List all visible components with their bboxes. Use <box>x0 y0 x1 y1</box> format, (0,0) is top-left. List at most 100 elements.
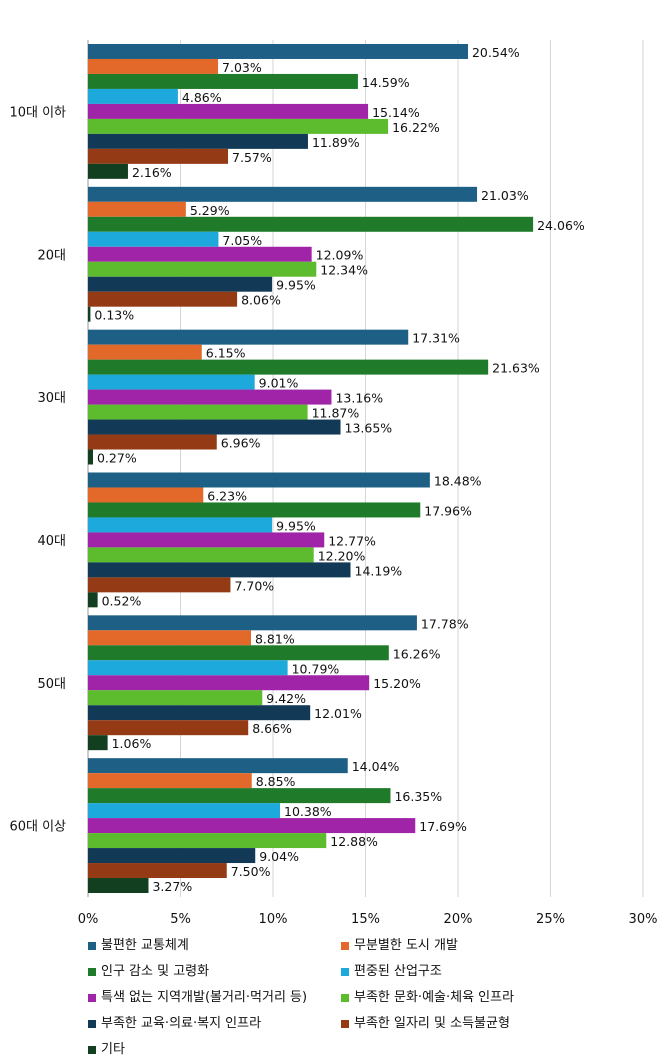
bar <box>88 329 409 345</box>
bar <box>88 472 430 488</box>
data-label: 7.57% <box>232 150 272 165</box>
bar <box>88 344 202 360</box>
bar <box>88 517 273 533</box>
category-label: 50대 <box>37 677 66 692</box>
legend-item: 편중된 산업구조 <box>341 960 442 979</box>
bar <box>88 848 256 864</box>
legend-swatch <box>341 1019 349 1028</box>
legend-swatch <box>88 967 96 976</box>
data-label: 8.81% <box>255 631 295 646</box>
data-label: 9.42% <box>266 691 306 706</box>
bar <box>88 833 327 849</box>
x-tick-label: 20% <box>444 912 473 927</box>
legend-label: 부족한 교육·의료·복지 인프라 <box>101 1016 262 1031</box>
data-label: 10.79% <box>292 661 340 676</box>
bar <box>88 660 288 676</box>
data-label: 13.16% <box>335 391 383 406</box>
legend-item: 무분별한 도시 개발 <box>341 934 458 953</box>
data-label: 17.69% <box>419 819 467 834</box>
bar <box>88 44 468 59</box>
x-tick-label: 15% <box>351 912 380 927</box>
legend-swatch <box>341 941 349 950</box>
data-label: 14.59% <box>362 75 410 90</box>
legend-label: 편중된 산업구조 <box>354 964 442 979</box>
legend-item: 기타 <box>88 1038 125 1057</box>
bar <box>88 216 534 232</box>
data-label: 16.35% <box>394 789 442 804</box>
data-label: 11.89% <box>312 135 360 150</box>
data-label: 7.50% <box>231 864 271 879</box>
data-label: 13.65% <box>345 421 393 436</box>
bar <box>88 532 325 548</box>
bar <box>88 58 219 74</box>
data-label: 24.06% <box>537 218 585 233</box>
data-label: 7.05% <box>222 233 262 248</box>
data-label: 17.78% <box>421 616 469 631</box>
data-label: 14.19% <box>355 563 403 578</box>
bar <box>88 615 417 631</box>
x-tick-label: 30% <box>629 912 658 927</box>
bar <box>88 878 149 893</box>
data-label: 0.27% <box>97 451 137 466</box>
bar <box>88 186 478 202</box>
legend-item: 특색 없는 지역개발(볼거리·먹거리 등) <box>88 986 307 1005</box>
x-tick-label: 25% <box>536 912 565 927</box>
data-label: 12.01% <box>314 706 362 721</box>
legend-label: 인구 감소 및 고령화 <box>101 964 210 979</box>
legend-item: 부족한 문화·예술·체육 인프라 <box>341 986 514 1005</box>
data-label: 21.63% <box>492 361 540 376</box>
data-label: 10.38% <box>284 804 332 819</box>
bar <box>88 720 249 736</box>
bar <box>88 592 98 608</box>
data-label: 15.14% <box>372 105 420 120</box>
bar <box>88 73 358 89</box>
bar <box>88 88 178 104</box>
bar <box>88 118 389 134</box>
data-label: 9.95% <box>276 518 316 533</box>
legend-swatch <box>341 967 349 976</box>
bar <box>88 803 281 819</box>
x-tick-label: 0% <box>78 912 99 927</box>
data-label: 9.95% <box>276 278 316 293</box>
bar <box>88 788 391 804</box>
bar <box>88 675 370 691</box>
x-tick-label: 10% <box>259 912 288 927</box>
data-label: 1.06% <box>112 736 152 751</box>
legend-label: 기타 <box>101 1042 125 1057</box>
bar <box>88 645 389 661</box>
data-label: 8.66% <box>252 721 292 736</box>
data-label: 17.96% <box>424 503 472 518</box>
data-label: 20.54% <box>472 45 520 60</box>
bar <box>88 735 108 751</box>
legend-label: 부족한 일자리 및 소득불균형 <box>354 1016 510 1031</box>
category-label: 20대 <box>37 248 66 263</box>
bar <box>88 148 229 164</box>
data-label: 11.87% <box>312 406 360 421</box>
data-label: 16.22% <box>392 120 440 135</box>
data-label: 12.77% <box>328 533 376 548</box>
category-label: 40대 <box>37 534 66 549</box>
data-label: 15.20% <box>373 676 421 691</box>
data-label: 16.26% <box>393 646 441 661</box>
data-label: 18.48% <box>434 473 482 488</box>
data-label: 17.31% <box>412 331 460 346</box>
bar <box>88 103 369 119</box>
data-label: 9.01% <box>259 376 299 391</box>
category-label: 60대 이상 <box>9 820 66 835</box>
legend-item: 인구 감소 및 고령화 <box>88 960 209 979</box>
data-label: 0.52% <box>102 593 142 608</box>
bar <box>88 359 489 375</box>
data-label: 12.20% <box>318 548 366 563</box>
data-label: 6.23% <box>207 488 247 503</box>
legend-label: 특색 없는 지역개발(볼거리·먹거리 등) <box>101 990 308 1005</box>
data-label: 3.27% <box>152 879 192 894</box>
bar <box>88 133 308 149</box>
chart: 0% 5% 10% 15% 20% 25% 30% 10대 이하 20.54% 7.03% 14.5… <box>9 40 658 927</box>
bar <box>88 374 255 390</box>
bar <box>88 630 251 646</box>
bar <box>88 201 186 217</box>
bar <box>88 419 341 435</box>
data-label: 5.29% <box>190 203 230 218</box>
data-label: 6.15% <box>206 346 246 361</box>
data-label: 7.70% <box>234 578 274 593</box>
